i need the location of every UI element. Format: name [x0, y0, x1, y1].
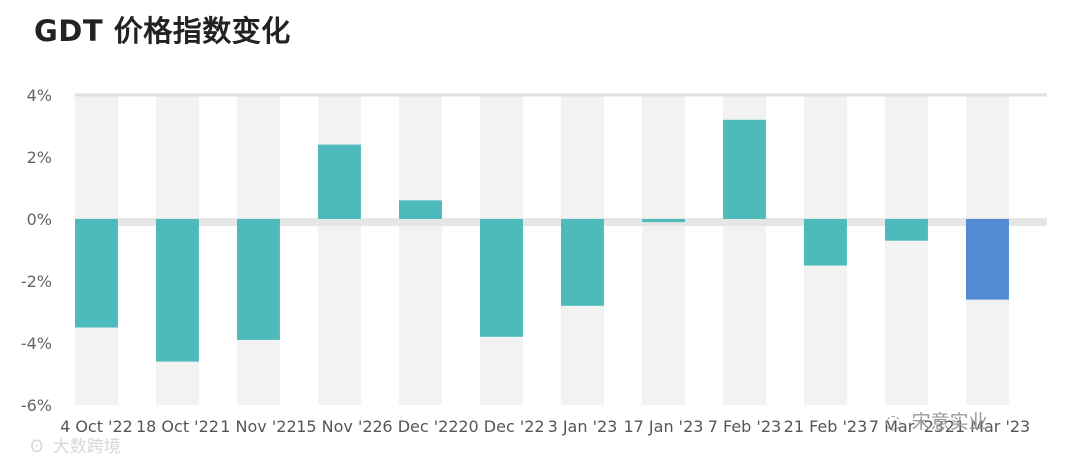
watermark-left-text: 大数跨境	[52, 437, 121, 457]
bar	[885, 219, 928, 241]
bar	[156, 219, 199, 362]
bar	[561, 219, 604, 306]
y-tick-label: -6%	[21, 396, 52, 415]
bar	[480, 219, 523, 337]
y-tick-label: -2%	[21, 272, 52, 291]
x-tick-label: 17 Jan '23	[623, 417, 703, 436]
x-tick-label: 7 Mar '23	[869, 417, 944, 436]
x-tick-label: 15 Nov '22	[296, 417, 383, 436]
bar	[75, 219, 118, 328]
bar	[642, 219, 685, 223]
bar	[966, 219, 1009, 300]
y-tick-label: 0%	[27, 210, 52, 229]
x-tick-label: 4 Oct '22	[60, 417, 133, 436]
bar	[804, 219, 847, 266]
grid-band	[642, 95, 685, 405]
y-tick-label: 4%	[27, 86, 52, 105]
wechat-logo-icon: ◌	[885, 411, 902, 433]
watermark-right: ◌ 宋意实业	[885, 407, 988, 434]
grid-band	[399, 95, 442, 405]
x-tick-label: 7 Feb '23	[708, 417, 781, 436]
grid-band	[318, 95, 361, 405]
x-tick-label: 21 Feb '23	[784, 417, 868, 436]
chart-title: GDT 价格指数变化	[34, 14, 291, 48]
watermark-left: ʘ 大数跨境	[30, 432, 121, 457]
bar	[318, 144, 361, 219]
bar	[723, 119, 766, 219]
bar	[399, 200, 442, 219]
watermark-right-text: 宋意实业	[911, 411, 988, 433]
bar	[237, 219, 280, 340]
x-tick-label: 18 Oct '22	[136, 417, 219, 436]
x-tick-label: 1 Nov '22	[220, 417, 296, 436]
weibo-logo-icon: ʘ	[30, 437, 44, 457]
y-tick-label: 2%	[27, 148, 52, 167]
x-tick-label: 20 Dec '22	[458, 417, 544, 436]
x-tick-label: 21 Mar '23	[945, 417, 1030, 436]
x-tick-label: 6 Dec '22	[382, 417, 458, 436]
x-tick-label: 3 Jan '23	[548, 417, 618, 436]
y-tick-label: -4%	[21, 334, 52, 353]
grid-band	[885, 95, 928, 405]
